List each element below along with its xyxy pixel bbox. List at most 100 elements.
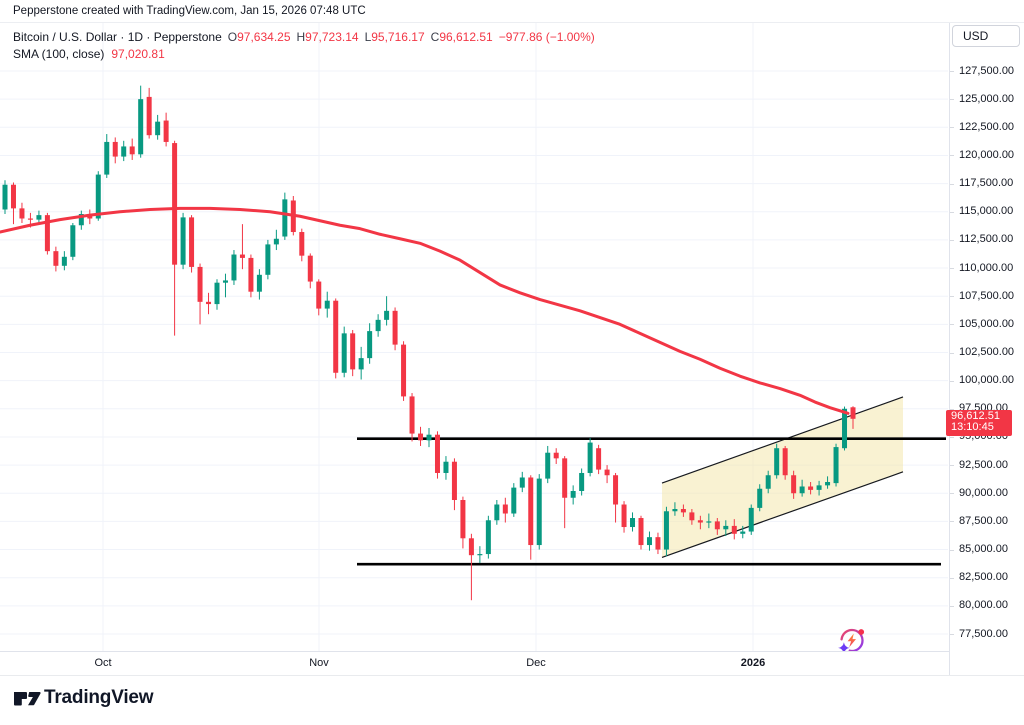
candle-body bbox=[553, 452, 559, 459]
candle-body bbox=[409, 396, 415, 434]
candle-body bbox=[239, 254, 245, 258]
candle-body bbox=[630, 518, 636, 528]
bar-countdown: 13:10:45 bbox=[951, 421, 994, 434]
candle-body bbox=[121, 146, 127, 157]
ohlc-value: 96,612.51 bbox=[439, 30, 493, 44]
candle-body bbox=[587, 442, 593, 473]
candle-body bbox=[418, 433, 424, 441]
axis-tick bbox=[950, 634, 954, 635]
price-axis-label: 80,000.00 bbox=[959, 599, 1008, 612]
candle-body bbox=[36, 215, 42, 220]
candle-body bbox=[596, 448, 602, 470]
candle-body bbox=[613, 475, 619, 505]
footer: TradingView bbox=[0, 675, 1024, 725]
sma-line[interactable] bbox=[0, 206, 850, 415]
candle-body bbox=[774, 448, 780, 476]
axis-tick bbox=[950, 183, 954, 185]
candle-body bbox=[197, 266, 203, 302]
price-axis-label: 92,500.00 bbox=[959, 458, 1008, 471]
candle-body bbox=[646, 537, 652, 546]
legend: Bitcoin / U.S. Dollar · 1D · Pepperstone… bbox=[13, 29, 595, 63]
candle-body bbox=[434, 434, 440, 473]
currency-button[interactable]: USD bbox=[952, 25, 1020, 47]
candle-body bbox=[604, 469, 610, 476]
candle-body bbox=[53, 251, 59, 266]
spark-icon[interactable] bbox=[838, 628, 865, 654]
candle-body bbox=[206, 301, 212, 305]
ohlc-letter: C bbox=[430, 30, 440, 44]
candle-body bbox=[714, 521, 720, 530]
last-price-value: 96,612.51 bbox=[951, 409, 1000, 422]
time-axis-label-dec: Dec bbox=[526, 657, 546, 669]
candle-body bbox=[723, 525, 729, 530]
candle-body bbox=[519, 477, 525, 488]
ohlc-letter: O bbox=[227, 30, 238, 44]
candle-body bbox=[180, 217, 186, 265]
channel-upper-line[interactable] bbox=[661, 396, 904, 484]
candle-body bbox=[189, 217, 195, 267]
candle-body bbox=[155, 121, 161, 136]
price-axis-label: 125,000.00 bbox=[959, 92, 1015, 105]
candle-body bbox=[273, 238, 279, 245]
candle-body bbox=[248, 257, 254, 292]
candle-body bbox=[95, 174, 101, 219]
axis-tick bbox=[950, 408, 954, 410]
candle-body bbox=[333, 300, 339, 373]
candle-body bbox=[367, 331, 373, 359]
axis-tick bbox=[950, 521, 954, 523]
price-axis-label: 115,000.00 bbox=[959, 205, 1014, 218]
sma-polyline[interactable] bbox=[0, 206, 850, 415]
symbol-title[interactable]: Bitcoin / U.S. Dollar · 1D · Pepperstone bbox=[13, 30, 222, 44]
candle-body bbox=[27, 218, 33, 220]
candle-body bbox=[358, 358, 364, 370]
axis-tick bbox=[950, 324, 954, 326]
price-axis-label: 120,000.00 bbox=[959, 148, 1015, 161]
legend-symbol-row: Bitcoin / U.S. Dollar · 1D · Pepperstone… bbox=[13, 29, 595, 46]
candle-body bbox=[104, 141, 110, 175]
change-value: −977.86 (−1.00%) bbox=[498, 30, 595, 44]
axis-tick bbox=[950, 211, 954, 213]
time-axis-label-nov: Nov bbox=[309, 657, 329, 669]
ohlc-letter: L bbox=[364, 30, 372, 44]
legend-indicator-row: SMA (100, close) 97,020.81 bbox=[13, 46, 595, 63]
candle-body bbox=[816, 485, 822, 490]
candle-body bbox=[299, 232, 305, 256]
candle-body bbox=[562, 458, 568, 498]
candle-body bbox=[502, 504, 508, 514]
price-axis-label: 77,500.00 bbox=[959, 627, 1008, 640]
candle-body bbox=[782, 448, 788, 476]
candle-body bbox=[536, 478, 542, 546]
tradingview-logo-icon[interactable] bbox=[13, 690, 41, 712]
candle-body bbox=[443, 461, 449, 473]
price-axis-label: 117,500.00 bbox=[959, 177, 1014, 190]
price-axis-label: 85,000.00 bbox=[959, 543, 1008, 556]
ascending-channel-drawing[interactable] bbox=[661, 396, 904, 558]
axis-tick bbox=[950, 380, 954, 382]
candle-body bbox=[731, 525, 737, 534]
currency-button-label: USD bbox=[963, 29, 989, 43]
indicator-label[interactable]: SMA (100, close) bbox=[13, 47, 105, 61]
candle-body bbox=[384, 310, 390, 320]
channel-lower-line[interactable] bbox=[661, 471, 904, 558]
candle-body bbox=[401, 344, 407, 397]
candle-body bbox=[146, 96, 152, 136]
ohlc-value: 97,634.25 bbox=[237, 30, 291, 44]
candle-body bbox=[70, 225, 76, 257]
lightning-bolt-icon bbox=[847, 633, 856, 648]
candle-body bbox=[765, 475, 771, 489]
axis-tick bbox=[950, 493, 954, 495]
axis-tick bbox=[950, 268, 954, 270]
time-axis[interactable]: Oct Nov Dec 2026 bbox=[0, 651, 949, 675]
candle-body bbox=[282, 199, 288, 237]
price-axis[interactable]: USD 96,612.51 13:10:45 127,500.00 125,000… bbox=[946, 23, 1024, 675]
tradingview-logo-text[interactable]: TradingView bbox=[44, 687, 154, 708]
candle-body bbox=[163, 120, 169, 142]
candle-body bbox=[833, 447, 839, 484]
candle-body bbox=[172, 143, 178, 265]
horizontal-trendlines[interactable] bbox=[357, 437, 946, 566]
candle-body bbox=[231, 254, 237, 281]
candle-body bbox=[10, 184, 16, 209]
axis-tick bbox=[950, 577, 954, 579]
